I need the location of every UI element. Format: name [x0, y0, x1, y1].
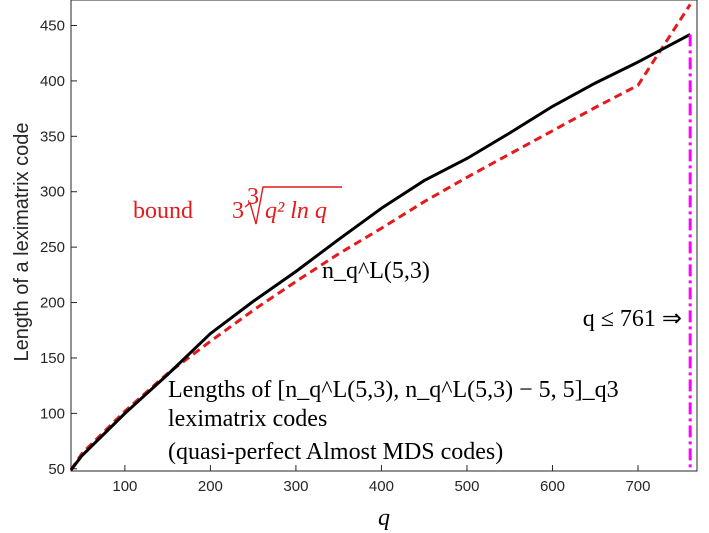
- bound-word: bound: [133, 198, 193, 224]
- plot-area: [70, 0, 698, 472]
- x-tick-label: 400: [369, 478, 394, 495]
- radical-sign: [244, 186, 342, 225]
- y-tick-label: 250: [40, 239, 65, 256]
- y-tick-label: 350: [40, 128, 65, 145]
- x-tick-label: 100: [112, 478, 137, 495]
- x-tick-label: 700: [625, 478, 650, 495]
- series-line: [69, 33, 691, 471]
- x-tick-label: 600: [540, 478, 565, 495]
- x-tick-label: 300: [283, 478, 308, 495]
- curve-label: n_q^L(5,3): [322, 258, 430, 284]
- y-tick-label: 50: [48, 461, 65, 478]
- y-tick-label: 450: [40, 17, 65, 34]
- bound-coefficient: 3: [232, 198, 244, 224]
- y-axis-title: Length of a leximatrix code: [11, 122, 33, 361]
- caption-line-2: leximatrix codes: [168, 406, 327, 432]
- y-tick-label: 100: [40, 405, 65, 422]
- y-tick-label: 200: [40, 295, 65, 312]
- bound-radicand: q² ln q: [265, 198, 327, 224]
- x-tick-label: 500: [454, 478, 479, 495]
- caption-line-1: Lengths of [n_q^L(5,3), n_q^L(5,3) − 5, …: [168, 377, 619, 403]
- x-tick-label: 200: [198, 478, 223, 495]
- y-tick-label: 300: [40, 184, 65, 201]
- vline-label: q ≤ 761 ⇒: [583, 306, 682, 332]
- bound-root-index: 3: [247, 184, 259, 210]
- y-tick-label: 150: [40, 350, 65, 367]
- caption: Lengths of [n_q^L(5,3), n_q^L(5,3) − 5, …: [168, 377, 619, 465]
- y-tick-label: 400: [40, 73, 65, 90]
- caption-line-3: (quasi-perfect Almost MDS codes): [168, 439, 503, 465]
- series-layer: [69, 3, 692, 471]
- ticks: 100 200 300 400 500 600 700 50 100 150 200 250 300 35…: [40, 17, 651, 495]
- bound-annotation: bound 3 3 q² ln q: [133, 184, 342, 225]
- x-axis-title: q: [378, 505, 390, 531]
